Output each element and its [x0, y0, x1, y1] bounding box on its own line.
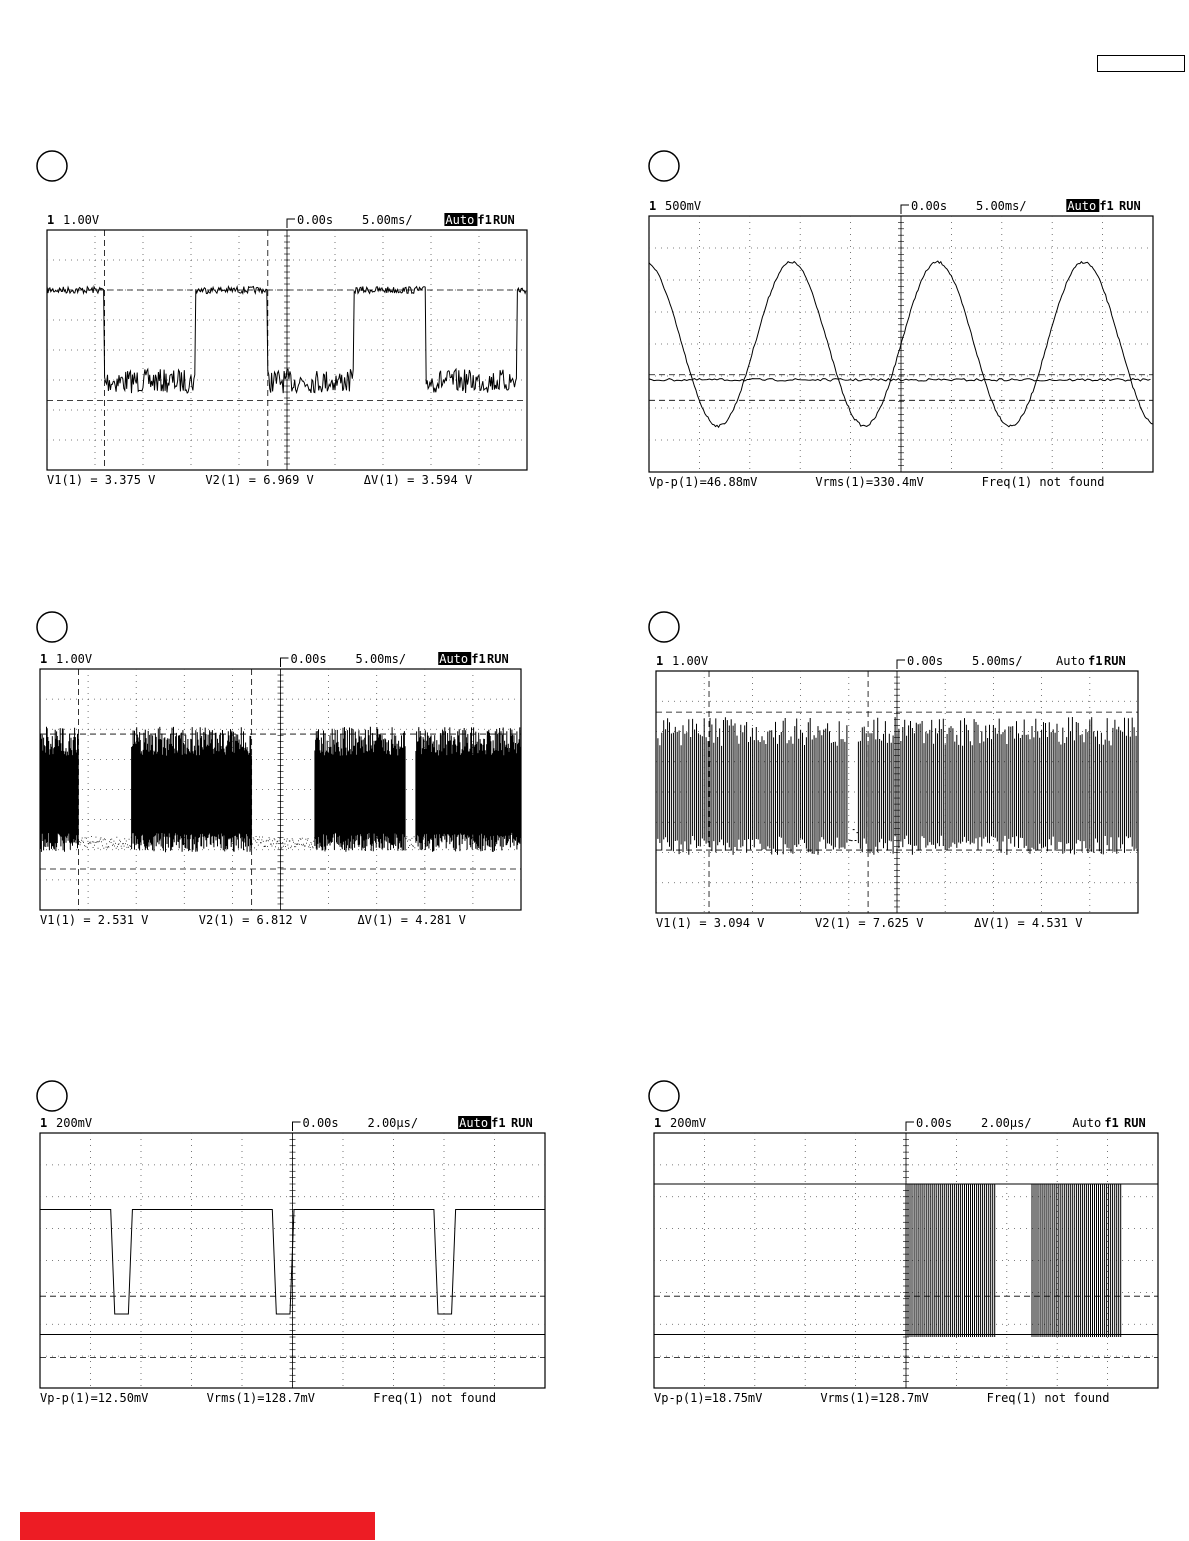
- measurement: ΔV(1) = 4.531 V: [974, 916, 1082, 930]
- measurement: Vp-p(1)=18.75mV: [654, 1391, 762, 1405]
- timebase: 5.00ms/: [356, 652, 407, 666]
- measurement: Vrms(1)=128.7mV: [820, 1391, 928, 1405]
- measurement: ΔV(1) = 3.594 V: [364, 473, 472, 487]
- status: RUN: [511, 1116, 533, 1130]
- scope-panel: 1 500mV 0.00s 5.00ms/Auto f1 RUN Vp-p(1)=46.88…: [648, 150, 1154, 489]
- trigger-marker: [896, 659, 905, 669]
- waveform: [648, 377, 1151, 382]
- waveform: [39, 726, 521, 853]
- mode-highlight: [438, 652, 472, 665]
- panel-marker: [648, 611, 680, 643]
- measurement: V2(1) = 6.812 V: [199, 913, 307, 927]
- waveform: [46, 285, 527, 394]
- delay: 0.00s: [297, 213, 333, 227]
- channel: 1: [40, 652, 47, 666]
- trigger-marker: [905, 1121, 914, 1131]
- trigger-marker: [280, 657, 289, 667]
- measurement: V2(1) = 7.625 V: [815, 916, 923, 930]
- measurement: V1(1) = 2.531 V: [40, 913, 148, 927]
- status: RUN: [493, 213, 515, 227]
- measurement: Freq(1) not found: [982, 475, 1105, 489]
- measurement: Freq(1) not found: [373, 1391, 496, 1405]
- mode: Auto: [459, 1116, 488, 1130]
- trigger-marker: [286, 218, 295, 228]
- trigger: f1: [1099, 199, 1113, 213]
- measurement: V2(1) = 6.969 V: [205, 473, 313, 487]
- delay: 0.00s: [911, 199, 947, 213]
- mode: Auto: [1067, 199, 1096, 213]
- mode-highlight: [458, 1116, 492, 1129]
- page-number-box: [1097, 55, 1185, 72]
- channel: 1: [649, 199, 656, 213]
- measurement: V1(1) = 3.094 V: [656, 916, 764, 930]
- panel-marker: [36, 150, 68, 182]
- scope-panel: 1 1.00V 0.00s 5.00ms/Auto f1 RUN V1(1) = 3.094…: [648, 611, 1139, 930]
- mode: Auto: [1072, 1116, 1101, 1130]
- measurement: Vrms(1)=128.7mV: [207, 1391, 315, 1405]
- volt-scale: 500mV: [665, 199, 701, 213]
- timebase: 5.00ms/: [972, 654, 1023, 668]
- channel: 1: [656, 654, 663, 668]
- waveform: [648, 260, 1153, 429]
- status: RUN: [1124, 1116, 1146, 1130]
- mode-highlight: [1066, 199, 1100, 212]
- mode: Auto: [439, 652, 468, 666]
- timebase: 2.00µs/: [981, 1116, 1032, 1130]
- volt-scale: 1.00V: [56, 652, 92, 666]
- delay: 0.00s: [916, 1116, 952, 1130]
- delay: 0.00s: [907, 654, 943, 668]
- panel-marker: [36, 611, 68, 643]
- waveform: [905, 1184, 1122, 1337]
- volt-scale: 200mV: [670, 1116, 706, 1130]
- scope-panel: 1 1.00V 0.00s 5.00ms/Auto f1 RUN V1(1) = 2.531…: [36, 611, 522, 927]
- timebase: 5.00ms/: [362, 213, 413, 227]
- mode: Auto: [1056, 654, 1085, 668]
- channel: 1: [47, 213, 54, 227]
- measurement: V1(1) = 3.375 V: [47, 473, 155, 487]
- measurement: Freq(1) not found: [987, 1391, 1110, 1405]
- panel-marker: [36, 1080, 68, 1112]
- trigger: f1: [477, 213, 491, 227]
- channel: 1: [654, 1116, 661, 1130]
- status: RUN: [1119, 199, 1141, 213]
- volt-scale: 1.00V: [63, 213, 99, 227]
- mode: Auto: [445, 213, 474, 227]
- trigger: f1: [1104, 1116, 1118, 1130]
- trigger: f1: [491, 1116, 505, 1130]
- panel-marker: [648, 1080, 680, 1112]
- panel-marker: [648, 150, 680, 182]
- timebase: 5.00ms/: [976, 199, 1027, 213]
- waveform: [40, 1209, 545, 1315]
- status: RUN: [487, 652, 509, 666]
- waveform: [655, 717, 1137, 855]
- scope-panel: 1 1.00V 0.00s 5.00ms/Auto f1 RUN V1(1) = 3.375…: [36, 150, 528, 487]
- channel: 1: [40, 1116, 47, 1130]
- delay: 0.00s: [291, 652, 327, 666]
- delay: 0.00s: [303, 1116, 339, 1130]
- trigger: f1: [471, 652, 485, 666]
- volt-scale: 200mV: [56, 1116, 92, 1130]
- scope-panel: 1 200mV 0.00s 2.00µs/Auto f1 RUN Vp-p(1)=18.75…: [648, 1080, 1159, 1405]
- mode-highlight: [444, 213, 478, 226]
- measurement: Vp-p(1)=12.50mV: [40, 1391, 148, 1405]
- measurement: Vp-p(1)=46.88mV: [649, 475, 757, 489]
- trigger-marker: [292, 1121, 301, 1131]
- measurement: ΔV(1) = 4.281 V: [357, 913, 465, 927]
- scope-panel: 1 200mV 0.00s 2.00µs/Auto f1 RUN Vp-p(1)=12.50…: [36, 1080, 546, 1405]
- timebase: 2.00µs/: [368, 1116, 419, 1130]
- trigger: f1: [1088, 654, 1102, 668]
- trigger-marker: [900, 204, 909, 214]
- red-bar: [20, 1512, 375, 1540]
- volt-scale: 1.00V: [672, 654, 708, 668]
- status: RUN: [1104, 654, 1126, 668]
- measurement: Vrms(1)=330.4mV: [815, 475, 923, 489]
